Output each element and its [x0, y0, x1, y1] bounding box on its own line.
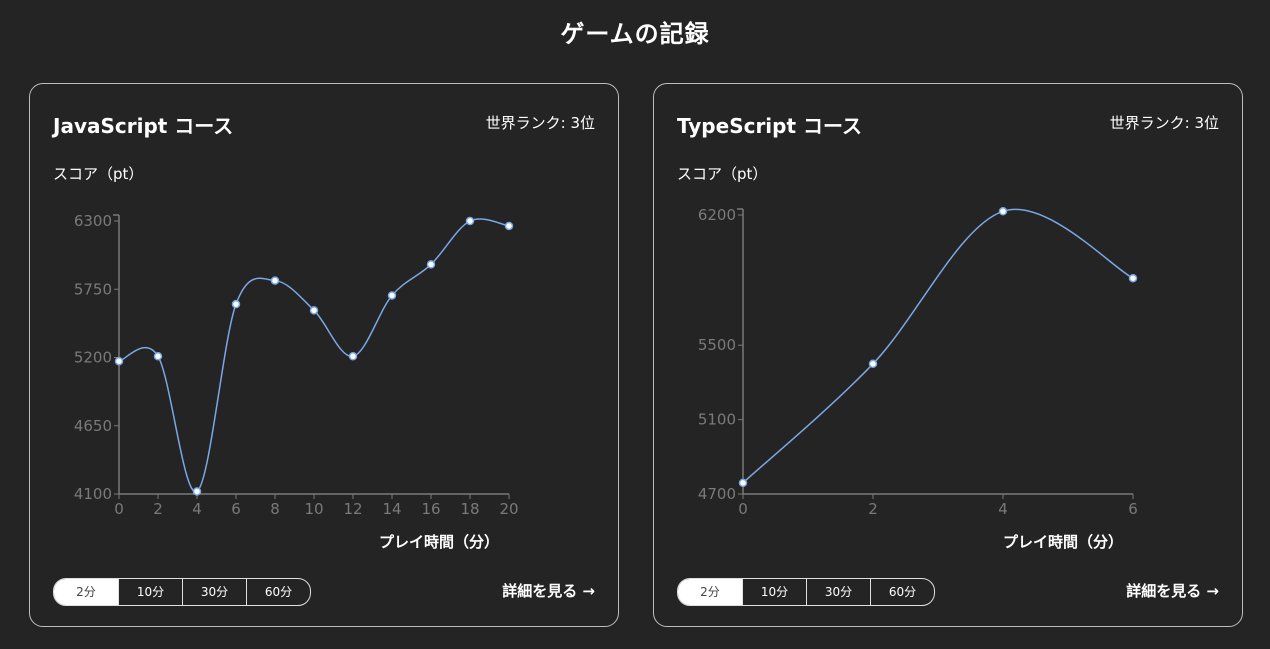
y-tick-label: 4700: [698, 485, 736, 503]
range-button-10min[interactable]: 10分: [118, 579, 182, 605]
series-line: [118, 218, 510, 493]
range-button-30min[interactable]: 30分: [182, 579, 246, 605]
detail-link[interactable]: 詳細を見る →: [1126, 582, 1219, 600]
y-tick-label: 6300: [74, 212, 112, 230]
y-tick-label: 5200: [74, 349, 112, 367]
card-title: JavaScript コース: [53, 114, 234, 138]
world-rank: 世界ランク: 3位: [485, 114, 595, 132]
x-tick-label: 14: [382, 500, 401, 518]
data-point: [998, 207, 1008, 216]
javascript-course-card: JavaScript コース 世界ランク: 3位 スコア（pt） 4100 465…: [29, 83, 619, 627]
page-title: ゲームの記録: [560, 20, 710, 48]
data-point: [192, 487, 202, 496]
world-rank: 世界ランク: 3位: [1109, 114, 1219, 132]
card-title: TypeScript コース: [677, 114, 863, 138]
x-axis-label: プレイ時間（分）: [379, 533, 500, 551]
x-tick-label: 0: [738, 500, 748, 518]
data-point: [348, 352, 358, 361]
x-tick-label: 12: [343, 500, 362, 518]
range-button-2min[interactable]: 2分: [678, 579, 742, 605]
data-point: [309, 306, 319, 315]
data-point: [868, 359, 878, 369]
x-axis-label: プレイ時間（分）: [1003, 533, 1124, 551]
score-line-chart: 4700 5100 5500 6200 0 2 4 6: [698, 206, 1138, 518]
x-tick-label: 4: [192, 500, 202, 518]
y-tick-label: 6200: [698, 206, 736, 224]
x-tick-label: 8: [270, 500, 280, 518]
y-tick-label: 5750: [74, 280, 112, 298]
detail-link[interactable]: 詳細を見る →: [502, 582, 595, 600]
data-point: [426, 260, 436, 269]
data-point: [114, 356, 124, 366]
time-range-selector: 2分 10分 30分 60分: [53, 578, 311, 606]
typescript-course-card: TypeScript コース 世界ランク: 3位 スコア（pt） 4700 510…: [653, 83, 1243, 627]
x-tick-label: 6: [231, 500, 241, 518]
y-tick-label: 4100: [74, 485, 112, 503]
data-point: [387, 291, 397, 300]
x-tick-label: 2: [153, 500, 163, 518]
data-point: [270, 276, 280, 285]
x-tick-label: 0: [114, 500, 124, 518]
x-tick-label: 16: [421, 500, 440, 518]
data-point: [465, 216, 475, 226]
y-axis-label: スコア（pt）: [677, 165, 768, 183]
y-tick-label: 4650: [74, 417, 112, 435]
x-tick-label: 20: [499, 500, 518, 518]
range-button-60min[interactable]: 60分: [246, 579, 310, 605]
data-point: [1128, 273, 1138, 283]
x-tick-label: 2: [868, 500, 878, 518]
x-tick-label: 18: [460, 500, 479, 518]
range-button-60min[interactable]: 60分: [870, 579, 934, 605]
range-button-30min[interactable]: 30分: [806, 579, 870, 605]
y-tick-label: 5500: [698, 336, 736, 354]
series-line: [742, 208, 1134, 484]
y-tick-label: 5100: [698, 411, 736, 429]
score-line-chart: 4100 4650 5200 5750 6300 0 2 4 6 8 10 12 14 16 18 20: [74, 212, 519, 518]
range-button-2min[interactable]: 2分: [54, 579, 118, 605]
x-tick-label: 4: [998, 500, 1008, 518]
x-tick-label: 6: [1128, 500, 1138, 518]
data-point: [153, 352, 163, 361]
data-point: [231, 299, 241, 309]
time-range-selector: 2分 10分 30分 60分: [677, 578, 935, 606]
data-point: [504, 221, 514, 231]
data-point: [738, 478, 748, 488]
x-tick-label: 10: [304, 500, 323, 518]
range-button-10min[interactable]: 10分: [742, 579, 806, 605]
y-axis-label: スコア（pt）: [53, 165, 144, 183]
